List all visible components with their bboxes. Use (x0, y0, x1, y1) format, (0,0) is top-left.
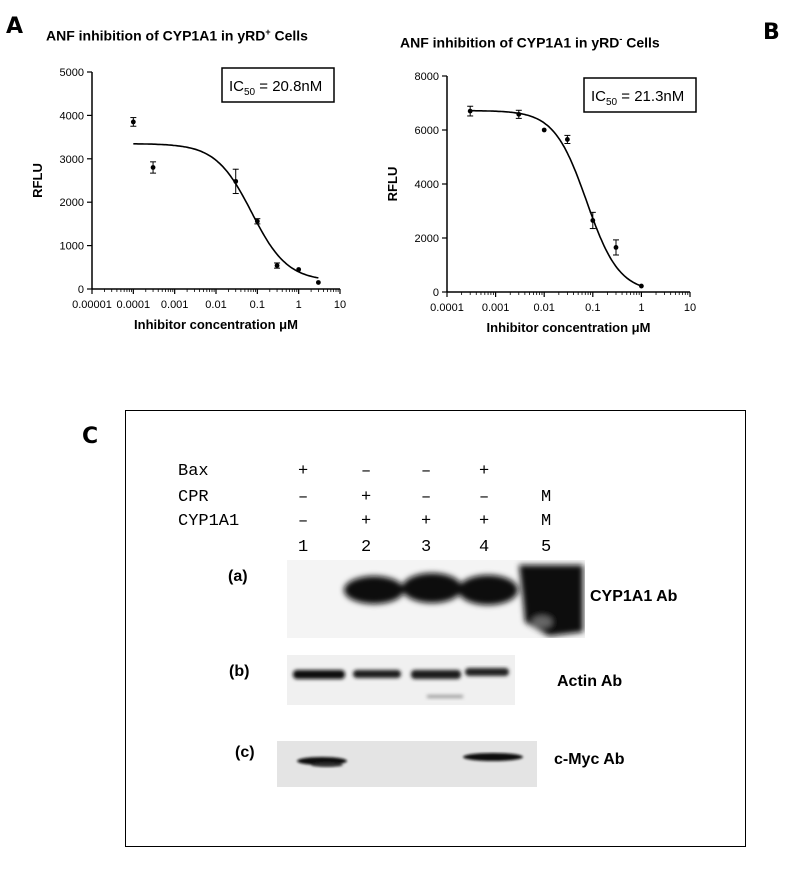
lane-number: 2 (361, 538, 372, 557)
blot-strip-cyp1a1-image (287, 560, 585, 638)
y-tick-label: 1000 (60, 241, 84, 253)
blot-sign: – (361, 462, 372, 481)
data-point (274, 263, 280, 268)
ic50-box (221, 67, 335, 103)
y-tick-label: 8000 (415, 71, 439, 83)
data-point (150, 165, 156, 170)
chart-b: 0 2000 4000 6000 8000 0.0001 0.001 0.01 0.1 1 10 In… (385, 71, 697, 335)
data-point (233, 178, 239, 184)
lane-number: 1 (298, 538, 309, 557)
data-point (315, 280, 321, 285)
blot-row-label: CPR (178, 488, 209, 507)
lane-number: 5 (541, 538, 552, 557)
antibody-label-cmyc: c-Myc Ab (554, 751, 625, 768)
fit-curve (133, 143, 319, 279)
strip-a-label: (a) (228, 568, 248, 585)
panel-letter-a: A (6, 14, 24, 39)
antibody-label-actin: Actin Ab (557, 673, 623, 690)
data-point (564, 137, 570, 142)
y-tick-label: 3000 (60, 154, 84, 166)
ic50-box (583, 77, 697, 113)
y-tick-label: 0 (433, 287, 439, 299)
blot-sign: – (421, 488, 432, 507)
blot-sign: – (298, 488, 309, 507)
data-point (639, 283, 644, 289)
western-blot-panel (125, 410, 746, 847)
chart-b-title: ANF inhibition of CYP1A1 in yRD- Cells (400, 34, 660, 51)
x-tick-label: 10 (684, 302, 696, 314)
data-point (296, 267, 302, 272)
blot-sign: + (479, 512, 490, 531)
y-tick-label: 2000 (415, 233, 439, 245)
blot-sign: M (541, 512, 552, 531)
chart-a: 0 1000 2000 3000 4000 5000 0.00001 0.0001 0.001 0… (30, 67, 346, 332)
x-tick-label: 0.1 (250, 299, 265, 311)
blot-strip-actin-image (287, 655, 515, 705)
blot-sign: + (298, 462, 309, 481)
data-point (590, 218, 596, 223)
x-tick-label: 0.0001 (117, 299, 151, 311)
ic50-label: IC50 = 21.3nM (591, 88, 684, 108)
blot-strip-cmyc-image (277, 741, 537, 787)
x-tick-label: 0.01 (205, 299, 226, 311)
blot-sign: + (361, 512, 372, 531)
x-tick-label: 1 (296, 299, 302, 311)
y-tick-label: 6000 (415, 125, 439, 137)
antibody-label-cyp1a1: CYP1A1 Ab (590, 588, 678, 605)
chart-a-title: ANF inhibition of CYP1A1 in yRD+ Cells (46, 27, 308, 44)
y-axis-label: RFLU (30, 163, 45, 198)
lane-number: 4 (479, 538, 490, 557)
x-axis-label: Inhibitor concentration μM (134, 317, 298, 332)
panel-letter-b: B (763, 20, 780, 45)
x-axis-label: Inhibitor concentration μM (487, 320, 651, 335)
x-tick-label: 0.01 (533, 302, 554, 314)
blot-strip-cyp1a1 (287, 560, 585, 638)
blot-row-label: CYP1A1 (178, 512, 240, 531)
blot-strip-actin (287, 655, 515, 705)
x-tick-label: 0.001 (161, 299, 189, 311)
x-tick-label: 0.0001 (430, 302, 464, 314)
x-tick-label: 0.001 (482, 302, 510, 314)
lane-number: 3 (421, 538, 432, 557)
data-point (467, 108, 473, 114)
ic50-label: IC50 = 20.8nM (229, 78, 322, 98)
blot-sign: M (541, 488, 552, 507)
blot-sign: – (421, 462, 432, 481)
blot-row-label: Bax (178, 462, 209, 481)
blot-strip-cmyc (277, 741, 537, 787)
y-tick-label: 4000 (60, 110, 84, 122)
fit-curve (470, 109, 642, 287)
y-tick-label: 2000 (60, 197, 84, 209)
data-point (130, 119, 136, 125)
blot-sign: – (479, 488, 490, 507)
strip-c-label: (c) (235, 744, 255, 761)
strip-b-label: (b) (229, 663, 250, 680)
x-tick-label: 10 (334, 299, 346, 311)
data-point (541, 127, 547, 133)
blot-sign: + (479, 462, 490, 481)
data-point (516, 111, 522, 117)
x-tick-label: 1 (638, 302, 644, 314)
blot-sign: + (421, 512, 432, 531)
y-tick-label: 0 (78, 284, 84, 296)
panel-letter-c: C (82, 424, 99, 449)
data-point (613, 245, 619, 250)
data-point (254, 218, 260, 224)
blot-sign: + (361, 488, 372, 507)
y-tick-label: 5000 (60, 67, 84, 79)
blot-sign: – (298, 512, 309, 531)
x-tick-label: 0.00001 (72, 299, 112, 311)
y-tick-label: 4000 (415, 179, 439, 191)
y-axis-label: RFLU (385, 167, 400, 202)
x-tick-label: 0.1 (585, 302, 600, 314)
